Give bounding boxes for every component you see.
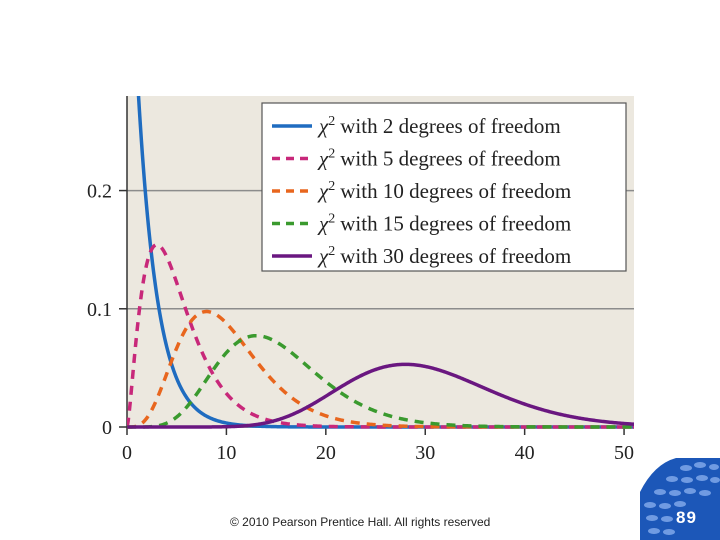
series-line-df-30	[127, 362, 634, 429]
page-badge-pattern-icon	[640, 458, 720, 540]
legend-label-df-10: χ2 with 10 degrees of freedom	[317, 179, 571, 203]
x-tick-label-1: 10	[216, 442, 236, 464]
copyright-notice: © 2010 Pearson Prentice Hall. All rights…	[230, 515, 491, 529]
series-lines	[127, 96, 634, 429]
legend-label-df-2: χ2 with 2 degrees of freedom	[317, 114, 561, 138]
legend-label-df-15: χ2 with 15 degrees of freedom	[317, 212, 571, 236]
legend-label-df-5: χ2 with 5 degrees of freedom	[317, 147, 561, 171]
x-tick-label-4: 40	[515, 442, 535, 464]
series-line-df-15	[127, 333, 634, 429]
legend: χ2 with 2 degrees of freedom χ2 with 5 degr…	[261, 102, 627, 272]
x-tick-label-3: 30	[415, 442, 435, 464]
y-tick-label-1: 0.1	[87, 299, 112, 321]
y-tick-label-0: 0	[102, 417, 112, 439]
series-line-df-5	[127, 242, 634, 429]
legend-box	[261, 102, 627, 272]
x-tick-label-2: 20	[316, 442, 336, 464]
legend-label-df-30: χ2 with 30 degrees of freedom	[317, 244, 571, 268]
x-tick-label-5: 50	[614, 442, 634, 464]
x-tick-label-0: 0	[122, 442, 132, 464]
y-tick-label-2: 0.2	[87, 181, 112, 203]
page-number: 89	[676, 508, 697, 527]
